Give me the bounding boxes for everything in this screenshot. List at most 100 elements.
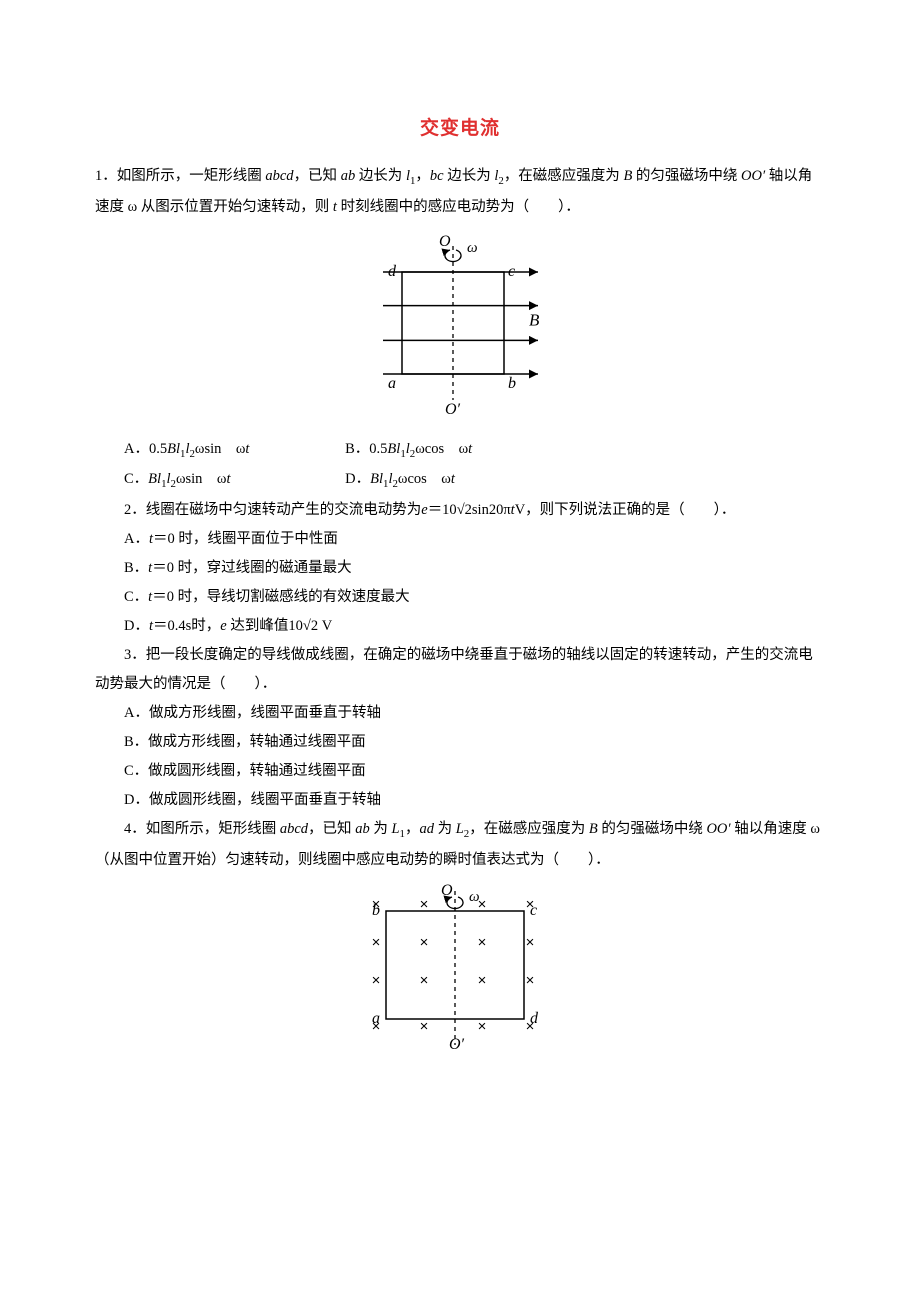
svg-text:×: ×: [372, 972, 381, 989]
q1-abcd: abcd: [265, 168, 293, 184]
svg-text:O: O: [441, 882, 453, 899]
svg-text:×: ×: [526, 934, 535, 951]
svg-text:c: c: [530, 902, 537, 919]
q1-optB: B．0.5Bl1l2ωcos ωt: [345, 435, 472, 466]
q2-Dsqrt: √2: [303, 618, 318, 634]
q4-L1: L: [391, 821, 399, 837]
q4-text: ，: [405, 821, 420, 837]
q2-optD: D．t＝0.4s时，e 达到峰值10√2 V: [95, 612, 825, 641]
optC-t: t: [226, 471, 230, 487]
q1-svg: OωdcabBO′: [378, 228, 543, 418]
q2-Atail: ＝0 时，线圈平面位于中性面: [153, 531, 338, 547]
page-title: 交变电流: [95, 110, 825, 148]
q1-text: 时刻线圈中的感应电动势为（ ）．: [337, 199, 580, 215]
svg-text:×: ×: [478, 934, 487, 951]
q2-text: 2．线圈在磁场中匀速转动产生的交流电动势为: [124, 502, 421, 518]
q2-Dt1: ＝0.4s时，: [153, 618, 220, 634]
q2-A: A．: [124, 531, 149, 547]
svg-text:×: ×: [420, 934, 429, 951]
svg-text:B: B: [529, 310, 540, 329]
q4-text: 4．如图所示，矩形线圈: [124, 821, 280, 837]
optD-tail: ωcos ω: [398, 471, 451, 487]
q3-optD: D．做成圆形线圈，线圈平面垂直于转轴: [95, 786, 825, 815]
q2-text: ＝10: [428, 502, 457, 518]
q4-abcd: abcd: [280, 821, 308, 837]
optC-mid: Bl: [148, 471, 161, 487]
q4-ad: ad: [419, 821, 434, 837]
svg-text:×: ×: [526, 972, 535, 989]
q3-stem: 3．把一段长度确定的导线做成线圈，在确定的磁场中绕垂直于磁场的轴线以固定的转速转…: [95, 641, 825, 699]
optA-pre: A．0.5: [124, 441, 167, 457]
q4-text: ，在磁感应强度为: [469, 821, 589, 837]
optB-t: t: [468, 441, 472, 457]
svg-text:d: d: [530, 1010, 539, 1027]
q2-B: B．: [124, 560, 148, 576]
optC-tail: ωsin ω: [176, 471, 227, 487]
optA-t: t: [245, 441, 249, 457]
svg-text:O′: O′: [445, 401, 461, 418]
q4-figure: ××××××××××××××××OωbcadO′: [95, 881, 825, 1062]
q1-choices-row2: C．Bl1l2ωsin ωt D．Bl1l2ωcos ωt: [95, 465, 825, 496]
q1-bc: bc: [430, 168, 444, 184]
q3-optB: B．做成方形线圈，转轴通过线圈平面: [95, 728, 825, 757]
q1-OO: OO′: [741, 168, 765, 184]
q1-optD: D．Bl1l2ωcos ωt: [345, 465, 455, 496]
optA-mid: Bl: [167, 441, 180, 457]
q1-text: ，: [415, 168, 430, 184]
q1-text: ，已知: [294, 168, 341, 184]
q2-Dt3: V: [318, 618, 332, 634]
q3-optC: C．做成圆形线圈，转轴通过线圈平面: [95, 757, 825, 786]
q1-choices-row1: A．0.5Bl1l2ωsin ωt B．0.5Bl1l2ωcos ωt: [95, 435, 825, 466]
svg-text:O′: O′: [449, 1036, 465, 1051]
svg-text:d: d: [388, 263, 397, 280]
q1-optA: A．0.5Bl1l2ωsin ωt: [124, 435, 342, 466]
svg-text:a: a: [372, 1010, 380, 1027]
q2-optB: B．t＝0 时，穿过线圈的磁通量最大: [95, 554, 825, 583]
q4-B: B: [589, 821, 598, 837]
svg-text:c: c: [508, 263, 515, 280]
optB-mid: Bl: [387, 441, 400, 457]
q1-text: 的匀强磁场中绕: [632, 168, 741, 184]
q2-Ctail: ＝0 时，导线切割磁感线的有效速度最大: [152, 589, 409, 605]
q2-stem: 2．线圈在磁场中匀速转动产生的交流电动势为e＝10√2sin20πtV，则下列说…: [95, 496, 825, 525]
optD-t: t: [451, 471, 455, 487]
svg-text:×: ×: [478, 972, 487, 989]
optB-pre: B．0.5: [345, 441, 387, 457]
q1-text: 边长为: [444, 168, 495, 184]
optD-mid: Bl: [370, 471, 383, 487]
q4-text: 为: [434, 821, 456, 837]
q4-text: ，已知: [308, 821, 355, 837]
q4-text: 的匀强磁场中绕: [598, 821, 707, 837]
q4-L2: L: [456, 821, 464, 837]
q2-D: D．: [124, 618, 149, 634]
q3-optA: A．做成方形线圈，线圈平面垂直于转轴: [95, 699, 825, 728]
q2-text: V，则下列说法正确的是（ ）．: [515, 502, 736, 518]
q1-stem: 1．如图所示，一矩形线圈 abcd，已知 ab 边长为 l1，bc 边长为 l2…: [95, 162, 825, 222]
q4-stem: 4．如图所示，矩形线圈 abcd，已知 ab 为 L1，ad 为 L2，在磁感应…: [95, 815, 825, 875]
q1-optC: C．Bl1l2ωsin ωt: [124, 465, 342, 496]
q2-optA: A．t＝0 时，线圈平面位于中性面: [95, 525, 825, 554]
q1-text: 边长为: [355, 168, 406, 184]
q1-text: 1．如图所示，一矩形线圈: [95, 168, 265, 184]
q2-C: C．: [124, 589, 148, 605]
optC-pre: C．: [124, 471, 148, 487]
svg-text:×: ×: [372, 934, 381, 951]
q2-Btail: ＝0 时，穿过线圈的磁通量最大: [152, 560, 351, 576]
q4-ab: ab: [355, 821, 370, 837]
svg-text:ω: ω: [467, 240, 478, 256]
q1-B: B: [623, 168, 632, 184]
q2-sqrt2: √2: [457, 502, 472, 518]
optA-tail: ωsin ω: [195, 441, 246, 457]
svg-text:ω: ω: [469, 889, 480, 905]
q2-optC: C．t＝0 时，导线切割磁感线的有效速度最大: [95, 583, 825, 612]
q2-Dt2: 达到峰值10: [227, 618, 303, 634]
svg-text:b: b: [372, 902, 380, 919]
q4-svg: ××××××××××××××××OωbcadO′: [350, 881, 570, 1051]
q1-text: ，在磁感应强度为: [504, 168, 624, 184]
q2-text: sin20π: [472, 502, 511, 518]
svg-text:b: b: [508, 375, 516, 392]
svg-text:O: O: [439, 233, 451, 250]
svg-text:×: ×: [420, 1018, 429, 1035]
q4-text: 为: [370, 821, 392, 837]
optB-tail: ωcos ω: [415, 441, 468, 457]
